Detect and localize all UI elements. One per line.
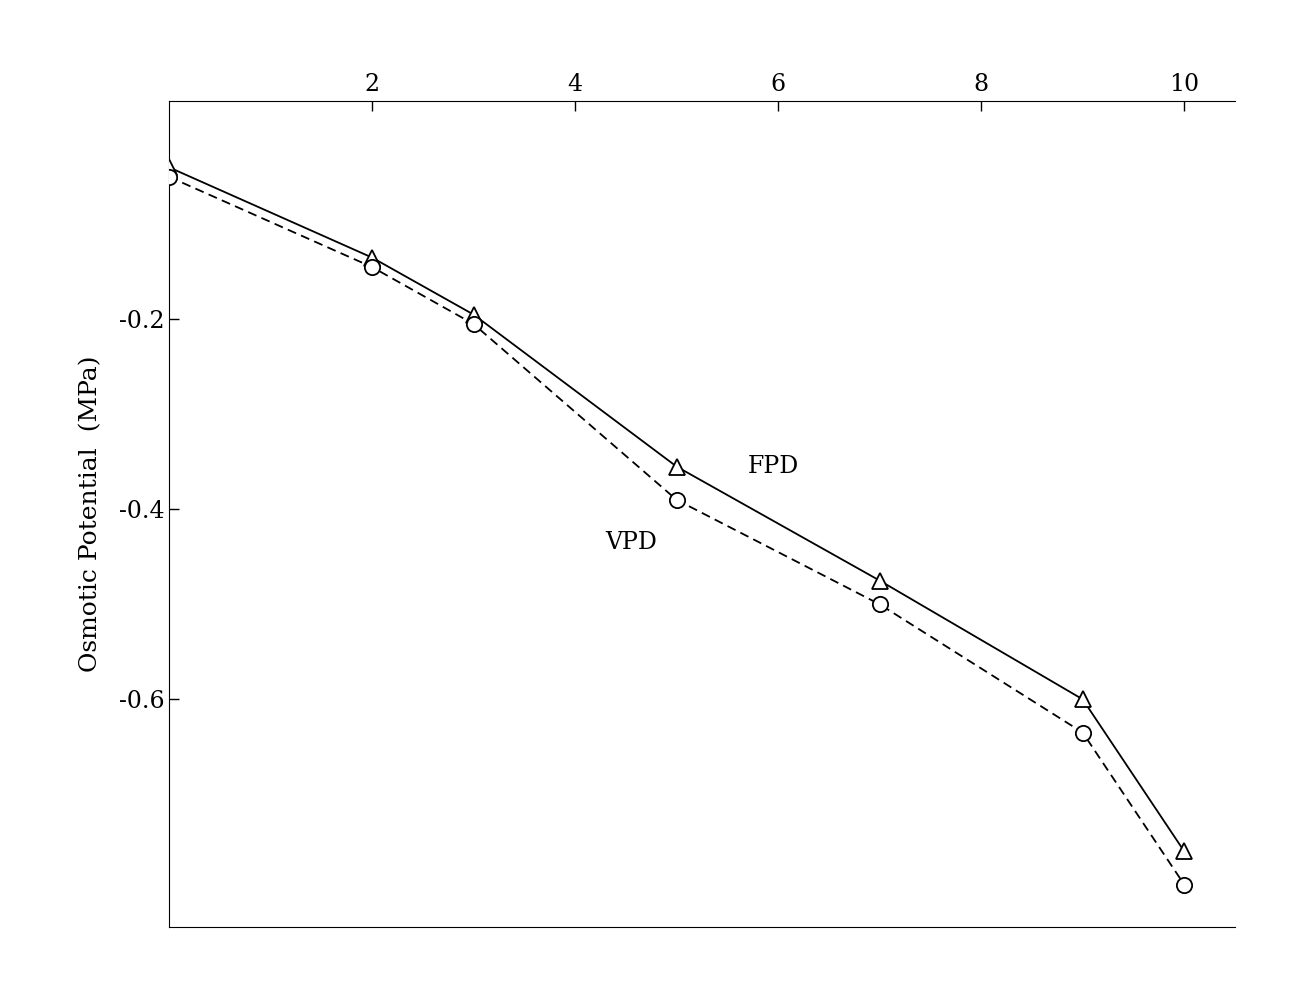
Y-axis label: Osmotic Potential  (MPa): Osmotic Potential (MPa) bbox=[79, 356, 101, 672]
Text: FPD: FPD bbox=[747, 455, 799, 478]
Text: VPD: VPD bbox=[606, 531, 658, 554]
